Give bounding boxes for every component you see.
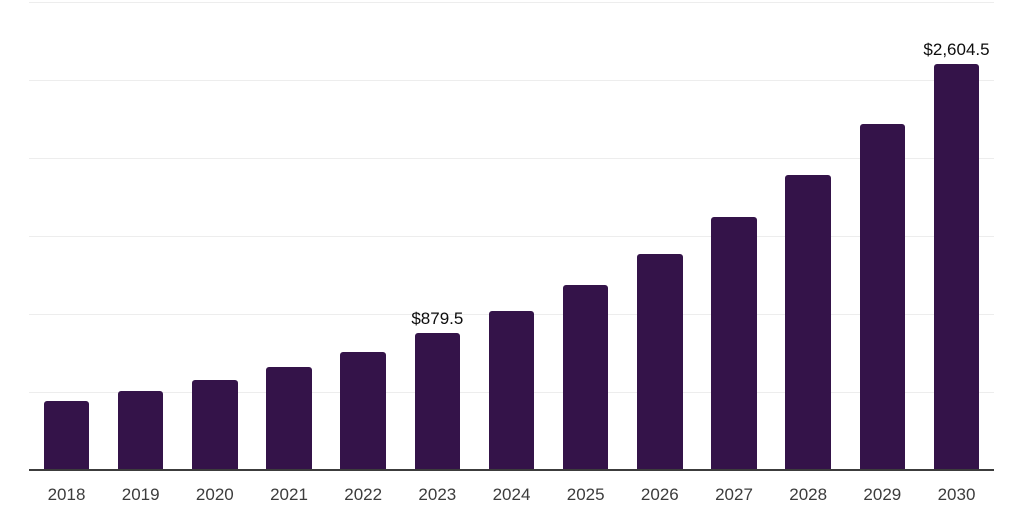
- bar-2020: [192, 380, 238, 470]
- x-tick-label-2027: 2027: [715, 485, 753, 504]
- x-tick-label-2018: 2018: [47, 485, 86, 504]
- bar-2023: [414, 332, 461, 470]
- bar-2026: [637, 253, 683, 470]
- bar-2018: [43, 401, 90, 470]
- gridline: [29, 80, 994, 81]
- gridline: [29, 158, 994, 159]
- x-tick-label-2019: 2019: [121, 485, 160, 504]
- bar-2029: [859, 123, 906, 470]
- bar-2025: [562, 285, 609, 470]
- x-tick-label-2020: 2020: [195, 485, 234, 504]
- x-tick-label-2024: 2024: [492, 485, 531, 504]
- bar-2028: [785, 175, 831, 470]
- bar-2024: [488, 310, 535, 470]
- gridline: [29, 236, 994, 237]
- bar-2021: [266, 367, 312, 470]
- x-tick-label-2029: 2029: [863, 485, 902, 504]
- x-tick-label-2023: 2023: [418, 485, 457, 504]
- bar-2022: [340, 352, 386, 470]
- x-tick-label-2022: 2022: [344, 485, 383, 504]
- x-tick-label-2026: 2026: [640, 485, 679, 504]
- x-axis-baseline: [29, 469, 994, 471]
- bar-2019: [117, 391, 164, 470]
- x-tick-label-2028: 2028: [789, 485, 828, 504]
- gridline: [29, 2, 994, 3]
- data-label-2030: $2,604.5: [923, 39, 990, 59]
- x-tick-label-2030: 2030: [937, 485, 976, 504]
- data-label-2023: $879.5: [411, 308, 464, 328]
- x-tick-label-2025: 2025: [566, 485, 605, 504]
- x-tick-label-2021: 2021: [270, 485, 308, 504]
- bar-2030: [933, 63, 980, 470]
- bar-2027: [711, 217, 757, 470]
